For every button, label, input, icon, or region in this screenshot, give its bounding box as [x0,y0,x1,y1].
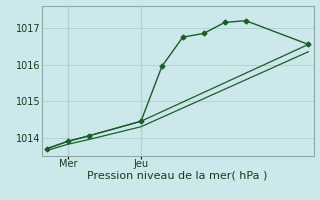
X-axis label: Pression niveau de la mer( hPa ): Pression niveau de la mer( hPa ) [87,170,268,180]
